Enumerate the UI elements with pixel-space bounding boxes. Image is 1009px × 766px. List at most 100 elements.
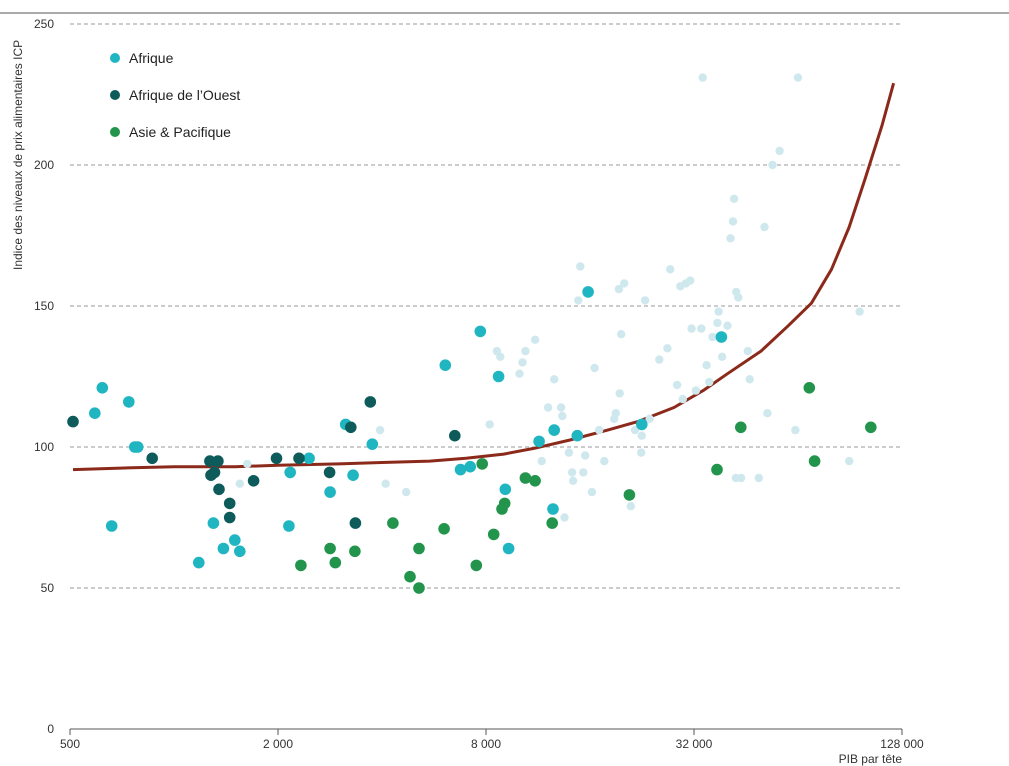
point-afrique bbox=[492, 370, 505, 383]
point-afrique bbox=[105, 520, 118, 532]
background-point bbox=[518, 358, 527, 367]
background-point bbox=[723, 321, 732, 330]
background-point bbox=[579, 468, 588, 477]
point-afrique-de-l-ouest bbox=[323, 466, 336, 479]
background-point bbox=[496, 352, 505, 361]
background-point bbox=[637, 431, 646, 440]
background-point bbox=[564, 448, 574, 457]
point-afrique bbox=[131, 441, 144, 453]
point-asie-pacifique bbox=[498, 497, 511, 510]
y-tick-label: 0 bbox=[47, 722, 54, 736]
background-point bbox=[686, 276, 695, 285]
point-asie-pacifique bbox=[438, 523, 450, 535]
y-tick-label: 50 bbox=[41, 581, 55, 595]
point-afrique-de-l-ouest bbox=[204, 455, 216, 467]
x-tick-label: 2 000 bbox=[263, 737, 293, 751]
point-asie-pacifique bbox=[711, 463, 723, 476]
point-afrique bbox=[347, 469, 359, 482]
background-point bbox=[375, 425, 385, 435]
legend-label: Afrique bbox=[129, 50, 174, 66]
point-afrique bbox=[582, 286, 594, 298]
point-asie-pacifique bbox=[487, 528, 500, 541]
grid-lines bbox=[70, 23, 902, 589]
point-afrique bbox=[217, 542, 230, 555]
background-point bbox=[728, 217, 738, 226]
background-point bbox=[558, 411, 567, 421]
point-asie-pacifique bbox=[865, 421, 877, 434]
point-asie-pacifique bbox=[529, 475, 541, 487]
background-point bbox=[521, 346, 530, 356]
background-point bbox=[705, 377, 714, 387]
background-point bbox=[763, 409, 772, 418]
point-afrique bbox=[715, 331, 728, 343]
background-point bbox=[655, 355, 664, 364]
point-afrique bbox=[193, 556, 205, 569]
background-point bbox=[587, 487, 597, 497]
background-point bbox=[581, 451, 590, 460]
background-point bbox=[702, 361, 711, 370]
background-point bbox=[645, 414, 654, 423]
legend-marker bbox=[110, 53, 120, 63]
point-afrique bbox=[474, 325, 487, 338]
point-asie-pacifique bbox=[349, 545, 361, 558]
point-afrique-de-l-ouest bbox=[205, 469, 217, 482]
point-asie-pacifique bbox=[808, 455, 821, 467]
legend-marker bbox=[110, 127, 120, 137]
background-point bbox=[485, 420, 494, 429]
background-point bbox=[640, 296, 650, 305]
point-afrique bbox=[207, 517, 220, 529]
point-asie-pacifique bbox=[803, 382, 816, 394]
background-point bbox=[637, 448, 646, 457]
background-point bbox=[590, 363, 599, 373]
background-point bbox=[630, 425, 640, 435]
background-point bbox=[537, 456, 546, 466]
data-points bbox=[67, 73, 877, 594]
point-afrique-de-l-ouest bbox=[449, 429, 461, 442]
point-afrique bbox=[533, 435, 545, 448]
point-afrique-de-l-ouest bbox=[223, 511, 236, 524]
point-afrique bbox=[96, 382, 109, 394]
x-tick-label: 500 bbox=[60, 737, 80, 751]
point-afrique bbox=[89, 407, 101, 420]
background-point bbox=[713, 318, 722, 328]
background-point bbox=[666, 265, 675, 274]
trend-line bbox=[72, 82, 896, 472]
point-afrique bbox=[571, 429, 584, 442]
background-point bbox=[620, 279, 629, 288]
background-point bbox=[760, 222, 769, 232]
background-point bbox=[743, 346, 752, 356]
background-point bbox=[574, 296, 583, 305]
point-afrique-de-l-ouest bbox=[213, 483, 225, 496]
point-asie-pacifique bbox=[329, 556, 342, 569]
point-afrique bbox=[439, 359, 452, 372]
point-asie-pacifique bbox=[295, 559, 307, 572]
point-afrique-de-l-ouest bbox=[212, 455, 224, 467]
background-point bbox=[543, 403, 553, 412]
point-afrique-de-l-ouest bbox=[146, 452, 158, 465]
legend-label: Asie & Pacifique bbox=[129, 124, 231, 140]
background-point bbox=[736, 473, 746, 483]
background-point bbox=[600, 456, 609, 466]
background-point bbox=[687, 324, 696, 333]
background-point bbox=[729, 194, 739, 203]
point-afrique-de-l-ouest bbox=[223, 497, 236, 510]
axes: 0 50 100 150 200 250 500 2 000 8 000 32 000 128 00… bbox=[34, 17, 924, 751]
point-afrique bbox=[636, 418, 648, 431]
point-asie-pacifique bbox=[476, 458, 489, 470]
point-afrique bbox=[324, 486, 336, 498]
background-point bbox=[768, 160, 777, 170]
y-tick-label: 100 bbox=[34, 440, 54, 454]
point-asie-pacifique bbox=[623, 489, 636, 501]
background-point bbox=[714, 307, 723, 316]
point-afrique-de-l-ouest bbox=[293, 452, 305, 465]
legend: Afrique Afrique de l’Ouest Asie & Pacifiqu… bbox=[110, 50, 240, 140]
background-point bbox=[381, 479, 390, 488]
legend-marker bbox=[110, 90, 120, 100]
point-afrique-de-l-ouest bbox=[364, 396, 377, 408]
background-point bbox=[672, 380, 682, 390]
background-point bbox=[697, 324, 706, 333]
point-asie-pacifique bbox=[735, 421, 747, 434]
background-point bbox=[568, 476, 578, 485]
point-afrique-de-l-ouest bbox=[247, 475, 260, 487]
